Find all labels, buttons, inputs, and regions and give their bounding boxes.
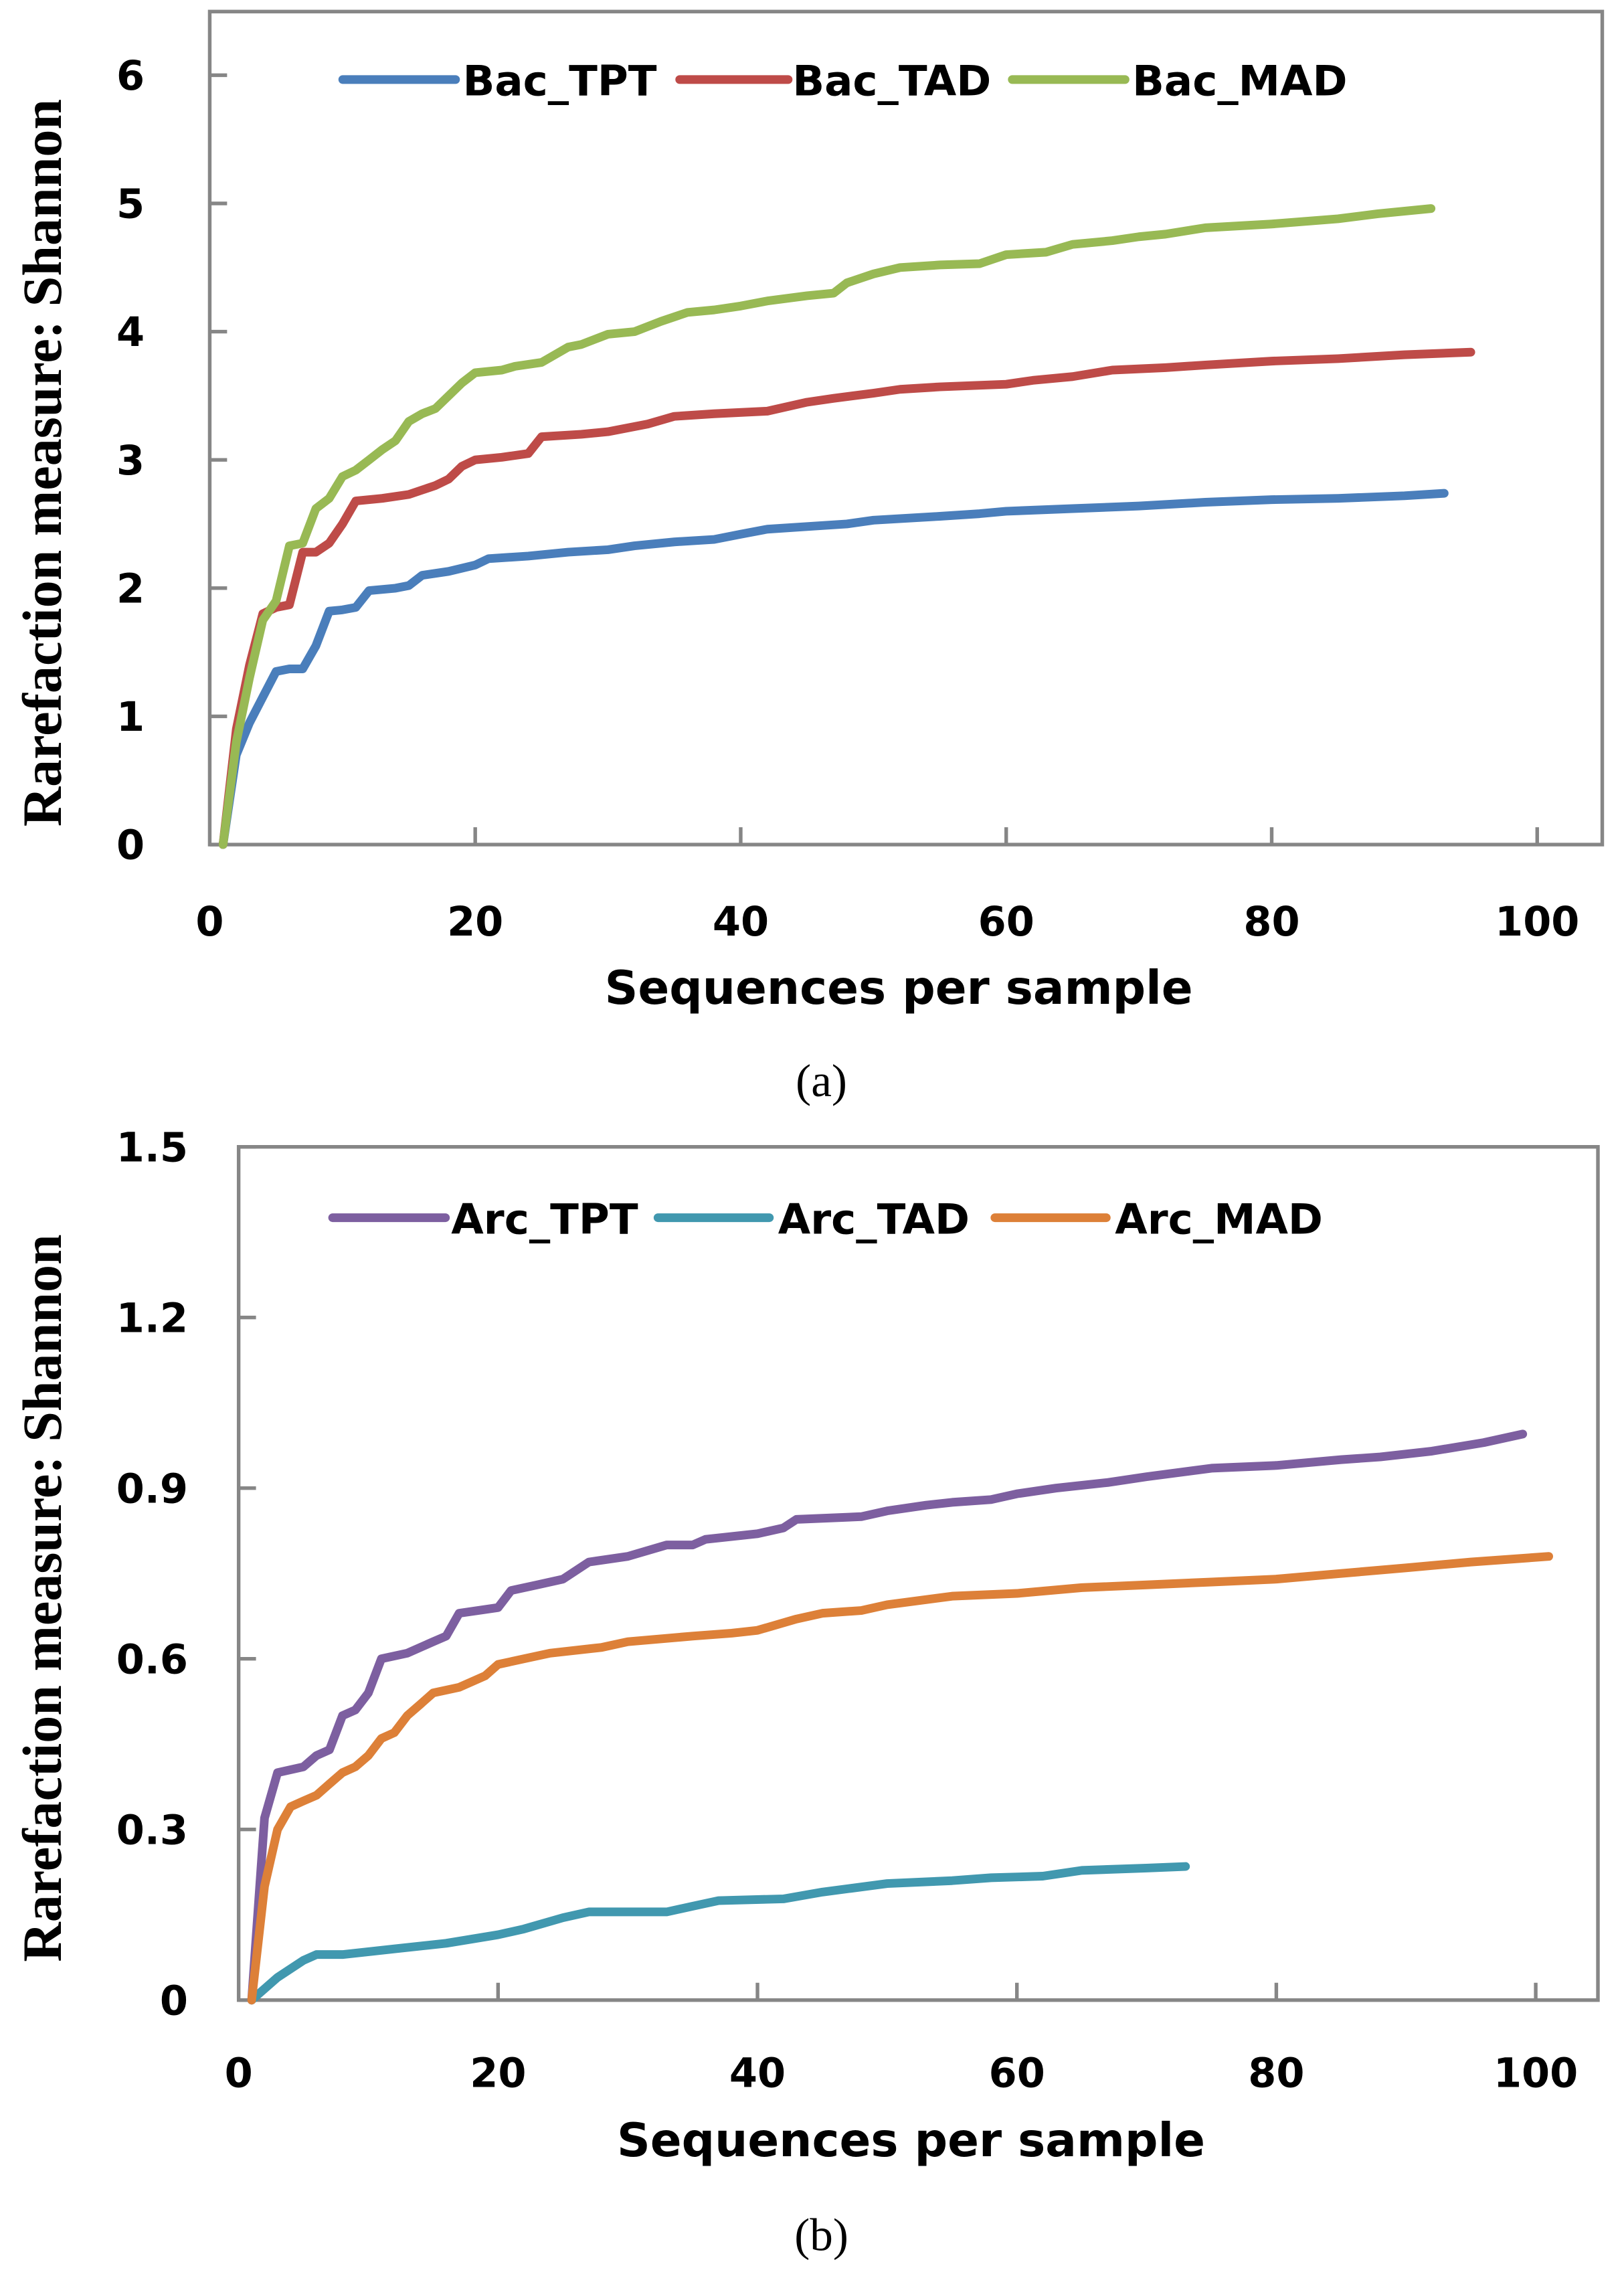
legend-label: Bac_TAD [792,57,991,106]
legend-label: Arc_TPT [451,1195,638,1243]
y-tick-label: 6 [116,53,145,100]
x-tick-label: 60 [978,899,1034,946]
figure-caption: (a) [796,1055,847,1106]
series-line-arc-tad [247,1862,1190,2005]
y-tick-label: 0.6 [116,1636,188,1683]
series-line-bac-mad [218,204,1436,849]
y-tick-label: 0.3 [116,1807,188,1854]
y-tick-label: 5 [116,181,145,228]
y-tick-label: 4 [116,309,145,356]
series-line-arc-tpt [247,1429,1528,2005]
x-tick-label: 100 [1495,899,1579,946]
figure-caption: (b) [794,2209,848,2261]
y-tick-label: 3 [116,438,145,485]
y-axis-label: Rarefaction measure: Shannon [12,99,73,826]
series-line-arc-mad [247,1552,1554,2005]
x-tick-label: 0 [195,899,223,946]
x-tick-label: 40 [713,899,769,946]
y-tick-label: 1.2 [116,1295,188,1342]
x-axis-label: Sequences per sample [605,962,1193,1015]
chart-b: 0 0.3 0.6 0.9 1.2 1.5 0 20 40 60 80 100 Sequences pe… [12,1124,1600,2261]
legend-label: Bac_TPT [463,57,657,106]
legend-label: Arc_MAD [1115,1195,1323,1243]
x-tick-label: 60 [989,2050,1045,2097]
y-tick-label: 1.5 [116,1124,188,1171]
x-tick-label: 40 [729,2050,786,2097]
y-tick-label: 0.9 [116,1466,188,1512]
series-line-bac-tad [218,347,1475,849]
legend-label: Arc_TAD [778,1195,970,1243]
x-tick-label: 0 [225,2050,253,2097]
x-tick-label: 20 [470,2050,526,2097]
y-tick-label: 0 [160,1978,188,2024]
plot-area-border [236,1145,1600,2002]
y-tick-label: 0 [116,822,145,869]
x-tick-label: 80 [1248,2050,1304,2097]
x-tick-label: 20 [447,899,503,946]
plot-area-border [207,9,1605,847]
y-tick-label: 1 [116,694,145,741]
x-tick-label: 80 [1243,899,1299,946]
y-axis-label: Rarefaction measure: Shannon [12,1234,73,1961]
y-tick-label: 2 [116,565,145,612]
x-tick-label: 100 [1494,2050,1578,2097]
series-line-bac-tpt [218,489,1449,849]
x-axis-label: Sequences per sample [617,2114,1205,2168]
legend-label: Bac_MAD [1132,57,1347,106]
